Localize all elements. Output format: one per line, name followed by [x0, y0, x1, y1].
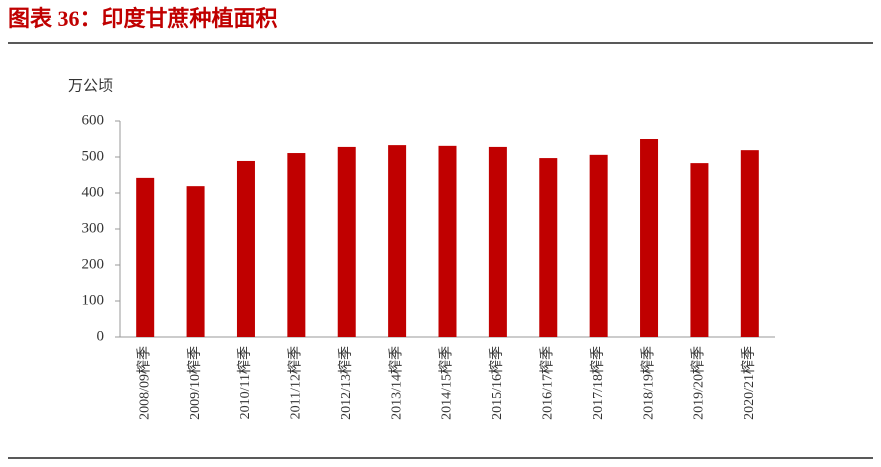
x-tick-label: 2019/20榨季 [690, 346, 707, 420]
y-tick-label: 100 [82, 292, 105, 308]
y-axis-label: 万公顷 [68, 77, 113, 94]
y-tick-label: 600 [82, 112, 105, 128]
x-tick-label: 2018/19榨季 [639, 346, 656, 420]
x-tick-label: 2012/13榨季 [337, 346, 354, 420]
x-tick-label: 2008/09榨季 [135, 346, 152, 420]
bar [186, 186, 205, 337]
bar [388, 145, 407, 337]
x-tick-label: 2011/12榨季 [287, 346, 304, 419]
bar [337, 146, 356, 337]
x-tick-label: 2009/10榨季 [186, 346, 203, 420]
x-tick-label: 2020/21榨季 [740, 346, 757, 420]
x-tick-label: 2017/18榨季 [589, 346, 606, 420]
y-tick-label: 300 [82, 220, 105, 236]
x-tick-label: 2016/17榨季 [538, 346, 555, 420]
y-tick-label: 400 [82, 184, 105, 200]
bar [136, 177, 155, 337]
x-tick-label: 2010/11榨季 [236, 346, 253, 419]
bar [438, 145, 457, 337]
y-tick-label: 0 [97, 328, 105, 344]
chart-title: 图表 36：印度甘蔗种植面积 [8, 6, 278, 31]
bar [690, 163, 709, 337]
x-tick-label: 2015/16榨季 [488, 346, 505, 420]
bar [539, 158, 558, 337]
bar [488, 146, 507, 337]
bar [640, 139, 659, 337]
y-tick-label: 200 [82, 256, 105, 272]
bar [589, 154, 608, 337]
x-tick-label: 2013/14榨季 [387, 346, 404, 420]
x-tick-label: 2014/15榨季 [438, 346, 455, 420]
y-tick-label: 500 [82, 148, 105, 164]
bar [740, 150, 759, 337]
bar [236, 160, 255, 337]
bar [287, 153, 306, 337]
